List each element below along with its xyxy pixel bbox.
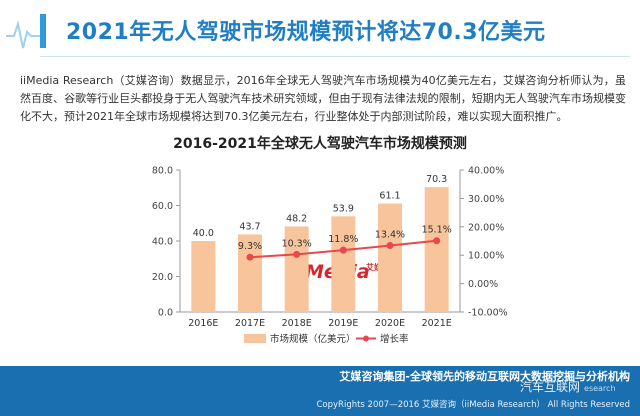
title-accent-bar (40, 14, 46, 48)
growth-value-label: 15.1% (422, 225, 452, 236)
x-tick-label: 2018E (282, 318, 312, 329)
legend-line-marker (363, 335, 369, 342)
x-tick-label: 2016E (188, 318, 218, 329)
page-title: 2021年无人驾驶市场规模预计将达70.3亿美元 (66, 20, 546, 45)
right-y-tick-label: 0.00% (468, 279, 498, 290)
overlay-watermark-sub: esearch (584, 384, 616, 393)
bar (284, 226, 309, 312)
intro-paragraph: iiMedia Research（艾媒咨询）数据显示，2016年全球无人驾驶汽车… (20, 74, 626, 123)
right-y-tick-label: 10.00% (468, 251, 504, 262)
growth-point (293, 250, 301, 258)
legend-bar-label: 市场规模（亿美元） (270, 333, 356, 345)
growth-point (339, 246, 347, 254)
footer-copyright: CopyRights 2007—2016 艾媒咨询（iiMedia Resear… (316, 400, 630, 410)
bar-value-label: 40.0 (193, 228, 214, 239)
x-tick-label: 2020E (375, 318, 405, 329)
bar (378, 203, 402, 312)
x-tick-label: 2021E (422, 318, 452, 329)
right-y-tick-label: 30.00% (468, 194, 504, 205)
left-y-tick-label: 60.0 (152, 201, 173, 212)
legend-bar-swatch (244, 334, 266, 343)
growth-point (246, 253, 254, 261)
x-tick-label: 2019E (328, 318, 358, 329)
growth-point (386, 242, 394, 250)
bar-value-label: 53.9 (333, 203, 354, 214)
growth-value-label: 11.8% (328, 234, 358, 245)
chart-title: 2016-2021年全球无人驾驶汽车市场规模预测 (173, 136, 467, 152)
left-y-tick-label: 0.0 (158, 308, 173, 319)
header-divider (40, 56, 630, 57)
left-y-tick-label: 40.0 (152, 237, 173, 248)
growth-value-label: 9.3% (238, 241, 262, 252)
bar-value-label: 43.7 (239, 221, 260, 232)
bar (424, 187, 449, 312)
bar-value-label: 61.1 (379, 191, 400, 202)
heartbeat-icon (6, 20, 40, 49)
left-y-tick-label: 20.0 (152, 272, 173, 283)
bar-value-label: 48.2 (286, 213, 307, 224)
overlay-watermark-text: 汽车互联网 (520, 380, 581, 394)
bar (191, 241, 216, 312)
market-size-chart: 0.0 20.0 40.0 60.0 80.0 -10.00% 0.00% 10.00% 20.… (152, 166, 508, 346)
legend-line-label: 增长率 (380, 333, 409, 345)
overlay-watermark: 汽车互联网 esearch (520, 378, 616, 395)
header: 2021年无人驾驶市场规模预计将达70.3亿美元 (0, 0, 640, 60)
left-y-tick-label: 80.0 (152, 166, 173, 177)
bar (238, 234, 262, 312)
right-y-tick-label: 40.00% (468, 166, 504, 177)
footer-slogan: 艾媒咨询集团-全球领先的移动互联网大数据挖掘与分析机构 (339, 370, 630, 383)
growth-value-label: 10.3% (282, 238, 312, 249)
bar-value-label: 70.3 (426, 174, 447, 185)
growth-point (433, 237, 441, 245)
x-tick-label: 2017E (235, 318, 265, 329)
right-y-tick-label: -10.00% (468, 308, 508, 319)
growth-value-label: 13.4% (375, 230, 405, 241)
bar (331, 216, 356, 312)
footer: 艾媒咨询集团-全球领先的移动互联网大数据挖掘与分析机构 CopyRights 2… (0, 366, 640, 416)
right-y-tick-label: 20.00% (468, 222, 504, 233)
